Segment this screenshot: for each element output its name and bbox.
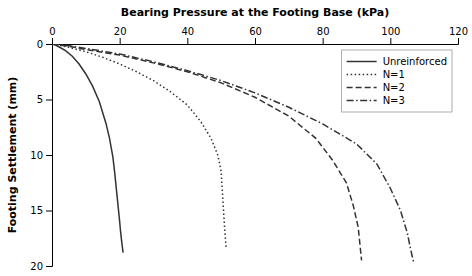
axis-domain xyxy=(46,45,53,267)
y-tick-label: 15 xyxy=(30,205,43,216)
legend-frame xyxy=(342,50,452,112)
y-tick-mark xyxy=(46,211,52,212)
x-tick: 20 xyxy=(114,26,127,44)
series-line xyxy=(52,44,123,253)
legend-label: Unreinforced xyxy=(383,56,447,67)
x-axis-title: Bearing Pressure at the Footing Base (kP… xyxy=(121,6,389,19)
legend-swatch xyxy=(347,61,377,63)
y-axis: 0 5 10 15 20 xyxy=(30,39,52,272)
x-tick-mark xyxy=(120,38,121,44)
x-tick-label: 80 xyxy=(317,26,330,37)
x-tick: 80 xyxy=(317,26,330,44)
y-tick: 5 xyxy=(37,94,52,105)
legend-label: N=3 xyxy=(383,95,405,106)
legend-label: N=1 xyxy=(383,69,405,80)
chart: 0 20 40 60 80 100 120 0 5 10 15 20 Bearing Pressure … xyxy=(0,0,472,276)
y-tick: 20 xyxy=(30,261,52,272)
y-tick-mark xyxy=(46,155,52,156)
x-tick: 120 xyxy=(449,26,468,44)
y-axis-title: Footing Settlement (mm) xyxy=(6,77,19,234)
x-tick-label: 60 xyxy=(249,26,262,37)
plot: 0 20 40 60 80 100 120 0 5 10 15 20 Bearing Pressure … xyxy=(6,6,468,272)
y-tick: 10 xyxy=(30,150,52,161)
y-tick-label: 10 xyxy=(30,150,43,161)
legend: Unreinforced N=1 N=2 N=3 xyxy=(342,50,452,112)
x-tick-mark xyxy=(323,38,324,44)
x-tick-label: 0 xyxy=(49,26,55,37)
y-tick-mark xyxy=(46,100,52,101)
y-tick: 0 xyxy=(37,39,52,50)
x-tick-mark xyxy=(52,38,53,44)
legend-swatch xyxy=(347,100,377,102)
x-tick: 40 xyxy=(181,26,194,44)
y-tick-label: 0 xyxy=(37,39,43,50)
y-tick-mark xyxy=(46,44,52,45)
legend-swatch xyxy=(347,87,377,89)
legend-swatch xyxy=(347,74,377,76)
x-tick-mark xyxy=(390,38,391,44)
x-tick-label: 40 xyxy=(181,26,194,37)
x-tick: 0 xyxy=(49,26,55,44)
legend-label: N=2 xyxy=(383,82,405,93)
axis-domain xyxy=(53,38,459,45)
y-tick: 15 xyxy=(30,205,52,216)
x-tick: 100 xyxy=(381,26,400,44)
y-tick-label: 20 xyxy=(30,261,43,272)
x-axis: 0 20 40 60 80 100 120 xyxy=(49,26,468,45)
x-tick-mark xyxy=(458,38,459,44)
y-tick-mark xyxy=(46,266,52,267)
x-tick-mark xyxy=(187,38,188,44)
x-tick-label: 100 xyxy=(381,26,400,37)
y-tick-label: 5 xyxy=(37,94,43,105)
x-tick-mark xyxy=(255,38,256,44)
x-tick: 60 xyxy=(249,26,262,44)
x-tick-label: 120 xyxy=(449,26,468,37)
x-tick-label: 20 xyxy=(114,26,127,37)
